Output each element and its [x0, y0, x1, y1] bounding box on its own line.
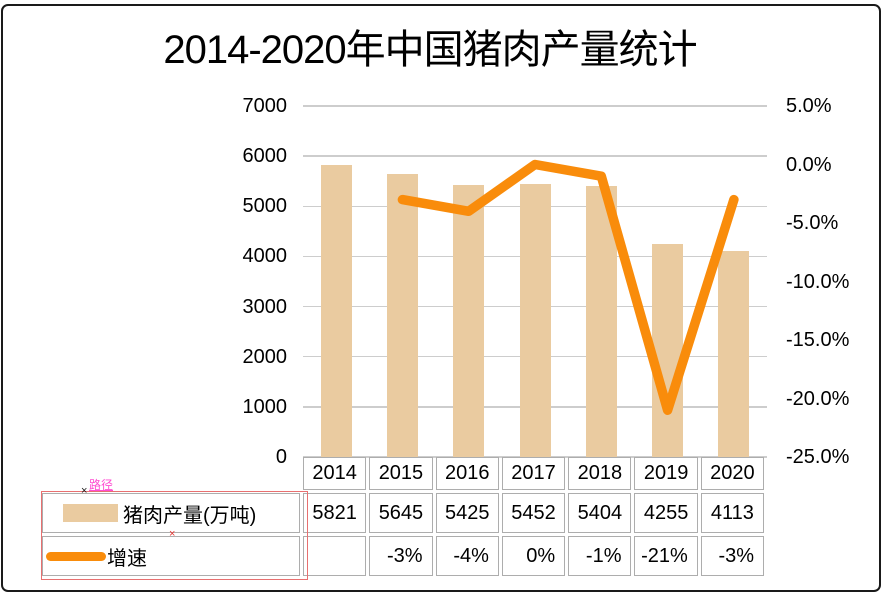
left-axis-tick: 5000	[242, 195, 288, 218]
table-year-2016: 2016	[435, 457, 499, 490]
left-axis-tick: 2000	[242, 345, 288, 368]
table-production-2019: 4255	[634, 493, 698, 533]
table-production-2020: 4113	[700, 493, 765, 533]
legend-label-growth: 增速	[107, 547, 147, 570]
table-year-2015: 2015	[369, 457, 433, 490]
gridline	[303, 155, 767, 157]
line-swatch-icon	[46, 551, 106, 561]
left-axis-tick: 6000	[242, 145, 288, 168]
legend-label-production: 猪肉产量(万吨)	[123, 504, 257, 527]
gridline	[303, 105, 767, 107]
right-axis-tick: -25.0%	[786, 446, 850, 468]
table-production-2017: 5452	[501, 493, 566, 533]
right-axis-tick: -15.0%	[786, 329, 850, 351]
bar-2015	[386, 173, 418, 457]
table-production-2014: 5821	[303, 493, 367, 533]
table-growth-2017: 0%	[501, 536, 566, 576]
selection-rectangle[interactable]	[41, 491, 308, 580]
path-annotation-label: 路径	[89, 478, 114, 492]
x-marker-icon: ×	[169, 528, 176, 540]
bar-swatch-icon	[63, 504, 118, 522]
right-axis-tick: 5.0%	[786, 95, 832, 117]
bar-2016	[453, 184, 485, 457]
table-growth-2016: -4%	[435, 536, 499, 576]
left-axis-tick: 3000	[242, 295, 288, 318]
bar-2018	[585, 186, 617, 457]
table-year-2020: 2020	[700, 457, 765, 490]
left-axis-tick: 0	[275, 446, 287, 468]
table-year-2019: 2019	[634, 457, 698, 490]
table-growth-2018: -1%	[568, 536, 632, 576]
left-axis-tick: 4000	[242, 245, 288, 268]
data-table: 2014 2015 2016 2017 2018 2019 2020 5821 5645 5425…	[303, 457, 765, 576]
left-axis-tick: 1000	[242, 395, 288, 418]
right-axis-tick: -10.0%	[786, 270, 850, 293]
bar-2014	[320, 165, 352, 457]
table-year-2014: 2014	[303, 457, 367, 490]
chart-title: 2014-2020年中国猪肉产量统计	[163, 28, 697, 72]
line-series	[397, 159, 739, 415]
right-axis-tick: 0.0%	[786, 153, 832, 176]
legend-row-production: 猪肉产量(万吨)	[42, 493, 300, 533]
x-marker-icon: ×	[81, 485, 88, 497]
table-year-2018: 2018	[568, 457, 632, 490]
table-growth-2019: -21%	[634, 536, 698, 576]
table-production-2018: 5404	[568, 493, 632, 533]
right-axis-tick: -20.0%	[786, 387, 850, 410]
table-growth-2015: -3%	[369, 536, 433, 576]
table-production-2016: 5425	[435, 493, 499, 533]
growth-line	[397, 159, 739, 415]
table-production-2015: 5645	[369, 493, 433, 533]
bar-2020	[718, 250, 750, 457]
table-growth-2020: -3%	[700, 536, 765, 576]
left-axis-tick: 7000	[242, 95, 288, 117]
plot-area	[303, 105, 767, 458]
right-axis-tick: -5.0%	[786, 212, 839, 234]
bar-2019	[652, 243, 684, 457]
bar-2017	[519, 183, 551, 457]
legend-row-growth: 增速	[42, 536, 300, 576]
table-growth-2014	[303, 536, 367, 576]
table-year-2017: 2017	[501, 457, 566, 490]
legend: 猪肉产量(万吨) 增速	[42, 493, 300, 576]
